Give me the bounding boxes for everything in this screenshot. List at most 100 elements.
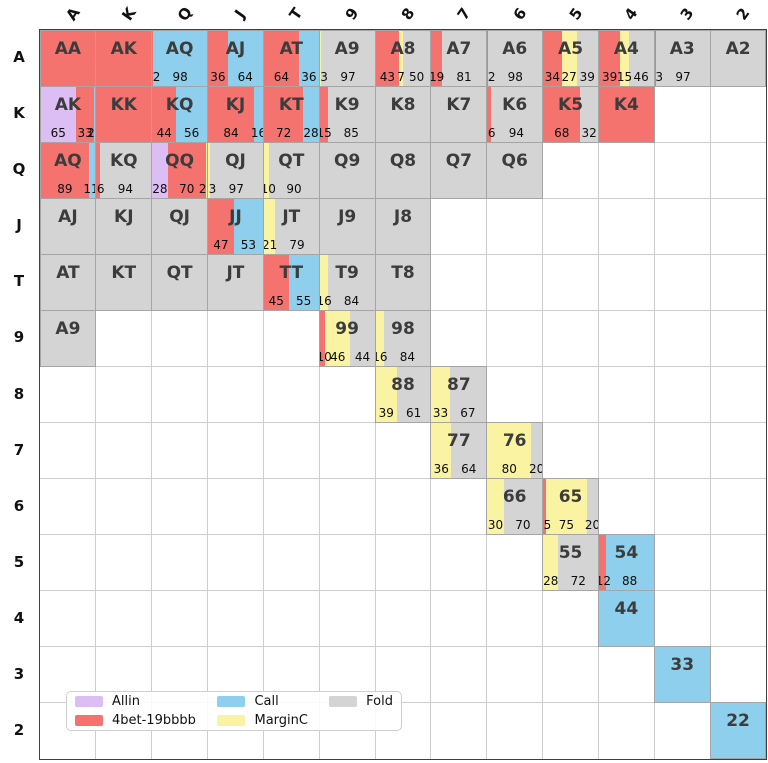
legend-column-1: Allin 4bet-19bbbb [75,694,217,729]
segment-4bet [598,86,654,142]
col-label-J: J [231,6,250,22]
segment-4bet [598,30,621,86]
segment-fold [628,30,654,86]
segment-4bet [96,86,152,142]
range-cell-AJ-rJcA: AJ [39,197,97,255]
range-cell-QJ-rQcJ: QJ 3 97 [207,141,264,199]
range-cell-98-r9c8: 981684 [374,309,432,367]
range-cell-87-r8c7: 87 33 67 [430,365,488,424]
segment-4bet [208,30,228,86]
range-cell-K5-rKc5: K5 68 32 [542,85,599,143]
range-cell-AQ-rQcA: AQ8911 [39,141,97,199]
col-label-T: T [285,4,307,24]
range-cell-A3-rAc3: A3 3 97 [653,29,711,87]
segment-fold [99,142,152,198]
range-cell-Q8-rQc8: Q8 [374,141,432,199]
segment-4bet [40,142,90,198]
margin-swatch-icon [217,715,246,726]
range-cell-J9-rJc9: J9 [318,197,376,255]
row-label-J: J [16,216,22,235]
segment-4bet [152,86,177,142]
segment-margin [375,310,385,366]
legend: Allin 4bet-19bbbb Call MarginC Fold [66,691,402,731]
segment-call [254,86,263,142]
segment-call [94,86,96,142]
col-label-3: 3 [676,4,698,24]
row-label-8: 8 [13,384,25,403]
row-label-6: 6 [13,496,25,515]
segment-fold [384,310,431,366]
gridline-vertical [207,30,209,759]
range-cell-65-r6c5: 65 5 75 20 [542,478,599,536]
segment-fold [710,30,766,86]
range-grid: AA AK AQ 2 98 AJ 36 64 AT 64 36 A9 3 97 A8 43 7 50 A7 19 81 A… [39,29,767,760]
range-cell-33-r3c3: 33 [653,646,711,704]
segment-4bet [152,30,154,86]
range-cell-99-r9c9: 99104644 [318,309,376,367]
segment-4bet [543,86,581,142]
legend-label-call: Call [254,694,279,709]
segment-margin [561,30,577,86]
gridline-vertical [709,30,711,759]
segment-margin [543,535,559,591]
segment-4bet [431,30,442,86]
segment-4bet [487,30,489,86]
gridline-horizontal [40,702,766,704]
gridline-horizontal [40,478,766,480]
range-cell-Q9-rQc9: Q9 [318,141,376,199]
range-cell-QJ-rJcQ: QJ [151,197,209,255]
segment-fold [441,30,487,86]
segment-margin [431,366,450,423]
segment-call [176,86,208,142]
range-cell-A9-r9cA: A9 [39,309,97,367]
range-cell-KK-rKcK: KK [95,85,153,143]
col-label-9: 9 [341,4,363,24]
row-label-7: 7 [13,440,25,459]
segment-fold [490,86,543,142]
segment-margin [263,142,270,198]
row-label-A: A [13,48,25,67]
segment-call [303,86,319,142]
gridline-vertical [95,30,97,759]
range-cell-KJ-rKcJ: KJ8416 [207,85,264,143]
range-cell-K6-rKc6: K6 6 94 [486,85,544,143]
row-label-9: 9 [13,328,25,347]
range-cell-AA-rAcA: AA [39,29,97,87]
segment-fold [269,142,319,198]
segment-fold [375,254,431,310]
range-cell-AQ-rAcQ: AQ 2 98 [151,29,209,87]
segment-4bet [263,86,304,142]
range-cell-Q6-rQc6: Q6 [486,141,544,199]
segment-fold [209,142,263,198]
range-cell-22-r2c2: 22 [709,702,767,760]
range-cell-AK-rAcK: AK [95,29,153,87]
range-cell-66-r6c6: 66 30 70 [486,478,544,536]
segment-call [710,703,766,759]
segment-4bet [375,30,400,86]
segment-fold [321,30,375,86]
segment-call [227,30,263,86]
segment-allin [152,142,168,198]
col-label-5: 5 [565,4,586,24]
segment-fold [531,423,543,479]
segment-4bet [543,479,546,535]
range-cell-A8-rAc8: A8 43 7 50 [374,29,432,87]
segment-fold [656,30,710,86]
range-cell-KJ-rJcK: KJ [95,197,153,255]
segment-margin [263,198,276,254]
col-label-7: 7 [453,4,475,24]
legend-item-allin: Allin [75,694,217,710]
segment-call [654,647,710,703]
range-cell-KQ-rQcK: KQ 6 94 [95,141,153,199]
segment-allin [40,86,77,142]
row-label-4: 4 [13,608,25,627]
range-cell-A6-rAc6: A6 2 98 [486,29,544,87]
range-cell-T9-rTc9: T91684 [318,253,376,311]
segment-4bet [40,30,96,86]
segment-margin [620,30,629,86]
segment-fold [487,142,543,198]
segment-fold [375,198,431,254]
range-cell-QQ-rQcQ: QQ 28 70 2 [151,141,209,199]
range-cell-KQ-rKcQ: KQ 44 56 [151,85,209,143]
